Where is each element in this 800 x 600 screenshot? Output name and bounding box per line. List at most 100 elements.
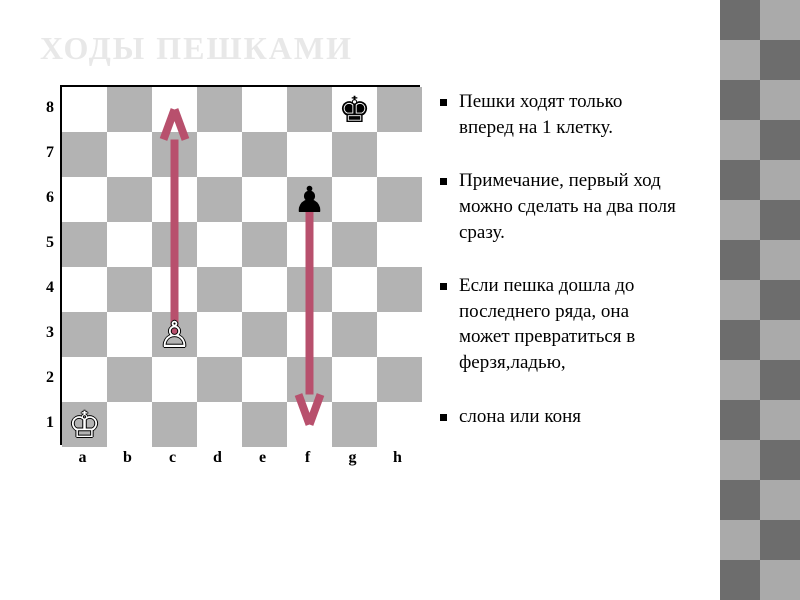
bullet-item: Пешки ходят только вперед на 1 клетку. — [440, 89, 680, 140]
square — [107, 132, 152, 177]
square — [242, 267, 287, 312]
file-label: d — [195, 445, 240, 467]
square — [152, 357, 197, 402]
square — [332, 132, 377, 177]
square — [377, 132, 422, 177]
square — [107, 222, 152, 267]
square — [332, 357, 377, 402]
square — [287, 87, 332, 132]
square — [197, 132, 242, 177]
square — [62, 312, 107, 357]
bullet-text: слона или коня — [459, 404, 581, 430]
square — [242, 177, 287, 222]
chess-piece: ♚ — [332, 87, 377, 132]
square — [107, 267, 152, 312]
square — [377, 312, 422, 357]
square — [242, 132, 287, 177]
square — [197, 87, 242, 132]
square — [107, 177, 152, 222]
bullet-item: слона или коня — [440, 404, 680, 430]
square — [332, 177, 377, 222]
square — [287, 402, 332, 447]
slide-title: ХОДЫ ПЕШКАМИ — [40, 30, 680, 67]
square — [107, 402, 152, 447]
bullet-text: Если пешка дошла до последнего ряда, она… — [459, 273, 680, 376]
square — [377, 267, 422, 312]
square — [62, 357, 107, 402]
file-label: a — [60, 445, 105, 467]
square — [62, 267, 107, 312]
square — [62, 177, 107, 222]
square — [287, 132, 332, 177]
chess-piece: ♔ — [62, 402, 107, 447]
square — [152, 402, 197, 447]
file-label: c — [150, 445, 195, 467]
square — [242, 87, 287, 132]
square — [287, 267, 332, 312]
square — [152, 267, 197, 312]
square — [377, 87, 422, 132]
main-row: 87654321 ♔ ♙ ♟♚ abcdefgh Пешки ходят тольк… — [40, 85, 680, 467]
square — [62, 87, 107, 132]
rank-labels: 87654321 — [40, 85, 60, 445]
square — [197, 402, 242, 447]
square — [152, 177, 197, 222]
square — [197, 222, 242, 267]
square — [197, 267, 242, 312]
square — [62, 222, 107, 267]
bullet-dot-icon — [440, 178, 447, 185]
file-label: e — [240, 445, 285, 467]
square — [377, 357, 422, 402]
file-label: b — [105, 445, 150, 467]
square — [242, 222, 287, 267]
square — [107, 312, 152, 357]
square — [107, 87, 152, 132]
rank-label: 5 — [40, 220, 60, 265]
square — [377, 402, 422, 447]
rank-label: 1 — [40, 400, 60, 445]
board-squares — [62, 87, 418, 447]
rank-label: 6 — [40, 175, 60, 220]
square — [152, 222, 197, 267]
file-labels: abcdefgh — [60, 445, 420, 467]
square — [377, 177, 422, 222]
bullet-text: Пешки ходят только вперед на 1 клетку. — [459, 89, 680, 140]
rank-label: 4 — [40, 265, 60, 310]
square — [332, 222, 377, 267]
chessboard: ♔ ♙ ♟♚ — [60, 85, 420, 445]
square — [197, 312, 242, 357]
file-label: h — [375, 445, 420, 467]
bullet-dot-icon — [440, 414, 447, 421]
square — [107, 357, 152, 402]
chess-piece: ♙ — [152, 312, 197, 357]
square — [332, 402, 377, 447]
square — [197, 357, 242, 402]
square — [242, 312, 287, 357]
slide-content: ХОДЫ ПЕШКАМИ 87654321 ♔ ♙ ♟♚ abcdefgh Пешк… — [0, 0, 720, 600]
chessboard-diagram: 87654321 ♔ ♙ ♟♚ abcdefgh — [40, 85, 420, 467]
rank-label: 8 — [40, 85, 60, 130]
side-decorative-pattern — [720, 0, 800, 600]
file-label: f — [285, 445, 330, 467]
square — [152, 132, 197, 177]
bullet-text: Примечание, первый ход можно сделать на … — [459, 168, 680, 245]
rank-label: 3 — [40, 310, 60, 355]
rank-label: 7 — [40, 130, 60, 175]
bullet-dot-icon — [440, 283, 447, 290]
rank-label: 2 — [40, 355, 60, 400]
square — [197, 177, 242, 222]
file-label: g — [330, 445, 375, 467]
square — [377, 222, 422, 267]
square — [242, 357, 287, 402]
bullet-item: Примечание, первый ход можно сделать на … — [440, 168, 680, 245]
chess-piece: ♟ — [287, 177, 332, 222]
square — [287, 312, 332, 357]
square — [287, 357, 332, 402]
square — [332, 267, 377, 312]
square — [242, 402, 287, 447]
square — [62, 132, 107, 177]
square — [152, 87, 197, 132]
bullet-list: Пешки ходят только вперед на 1 клетку. Пр… — [440, 85, 680, 467]
bullet-dot-icon — [440, 99, 447, 106]
square — [287, 222, 332, 267]
